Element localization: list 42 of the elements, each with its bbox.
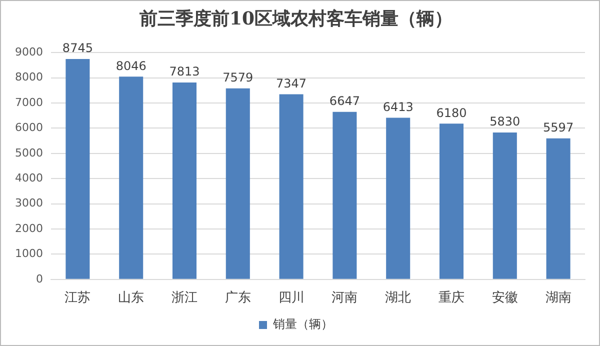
bar — [492, 132, 517, 279]
y-tick-label: 2000 — [14, 222, 43, 235]
y-tick-label: 3000 — [14, 196, 43, 210]
x-tick-label: 浙江 — [171, 290, 198, 306]
x-tick-label: 山东 — [118, 290, 144, 306]
x-tick-label: 四川 — [278, 290, 304, 306]
y-tick-label: 0 — [36, 272, 43, 286]
data-label: 6413 — [382, 100, 414, 114]
chart-title: 前三季度前10区域农村客车销量（辆） — [138, 8, 453, 30]
bar — [332, 112, 357, 279]
data-label: 5830 — [490, 114, 520, 129]
bar — [66, 59, 90, 279]
data-label: 6180 — [436, 106, 467, 120]
x-tick-label: 广东 — [224, 290, 251, 306]
data-label: 6647 — [329, 94, 360, 108]
y-tick-label: 1000 — [14, 247, 43, 260]
bar — [226, 88, 250, 279]
y-tick-label: 8000 — [14, 70, 43, 84]
data-label: 8745 — [62, 41, 93, 56]
y-tick-label: 9000 — [14, 45, 43, 58]
bar — [546, 138, 570, 279]
x-tick-label: 安徽 — [492, 290, 518, 306]
data-label: 5597 — [543, 120, 574, 134]
legend-label: 销量（辆） — [272, 317, 333, 332]
bar — [439, 124, 464, 279]
bar — [279, 94, 304, 279]
data-label: 8046 — [116, 58, 146, 73]
y-tick-label: 6000 — [14, 121, 43, 134]
x-tick-label: 湖北 — [385, 290, 412, 306]
x-tick-label: 湖南 — [545, 290, 572, 306]
x-tick-label: 重庆 — [438, 290, 464, 306]
data-label: 7347 — [276, 76, 307, 90]
bar — [119, 76, 144, 279]
y-tick-label: 4000 — [14, 171, 43, 184]
x-tick-label: 河南 — [332, 290, 358, 306]
x-tick-label: 江苏 — [64, 290, 91, 306]
bar — [386, 118, 410, 279]
bar — [172, 82, 197, 279]
y-tick-label: 5000 — [14, 146, 43, 160]
y-tick-label: 7000 — [14, 96, 43, 109]
data-label: 7813 — [169, 64, 200, 79]
data-label: 7579 — [222, 70, 254, 85]
